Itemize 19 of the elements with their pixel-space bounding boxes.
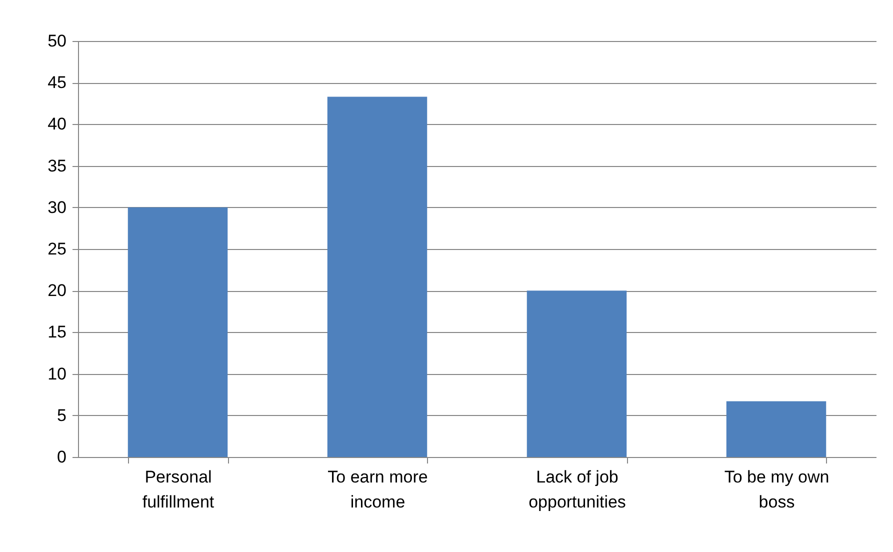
y-tick-label: 40 <box>48 114 66 134</box>
x-tick-label: To be my own boss <box>724 468 830 512</box>
y-tick-label: 30 <box>48 198 66 217</box>
bar <box>726 401 826 457</box>
y-tick-label: 35 <box>48 156 66 176</box>
y-tick-label: 20 <box>48 281 66 300</box>
y-tick-label: 5 <box>57 406 66 425</box>
y-tick-label: 45 <box>48 73 66 92</box>
y-tick-label: 0 <box>57 448 66 466</box>
bar <box>128 207 228 457</box>
y-tick-label: 50 <box>48 32 66 50</box>
y-tick-label: 15 <box>48 322 66 342</box>
bar <box>327 96 428 457</box>
bar <box>526 290 627 457</box>
x-tick-label: Lack of job opportunities <box>528 468 626 512</box>
x-tick-label: Personal fulfillment <box>142 468 214 512</box>
x-tick-label: To earn more income <box>328 468 428 512</box>
y-tick-label: 25 <box>48 240 66 258</box>
y-tick-label: 10 <box>48 364 66 384</box>
